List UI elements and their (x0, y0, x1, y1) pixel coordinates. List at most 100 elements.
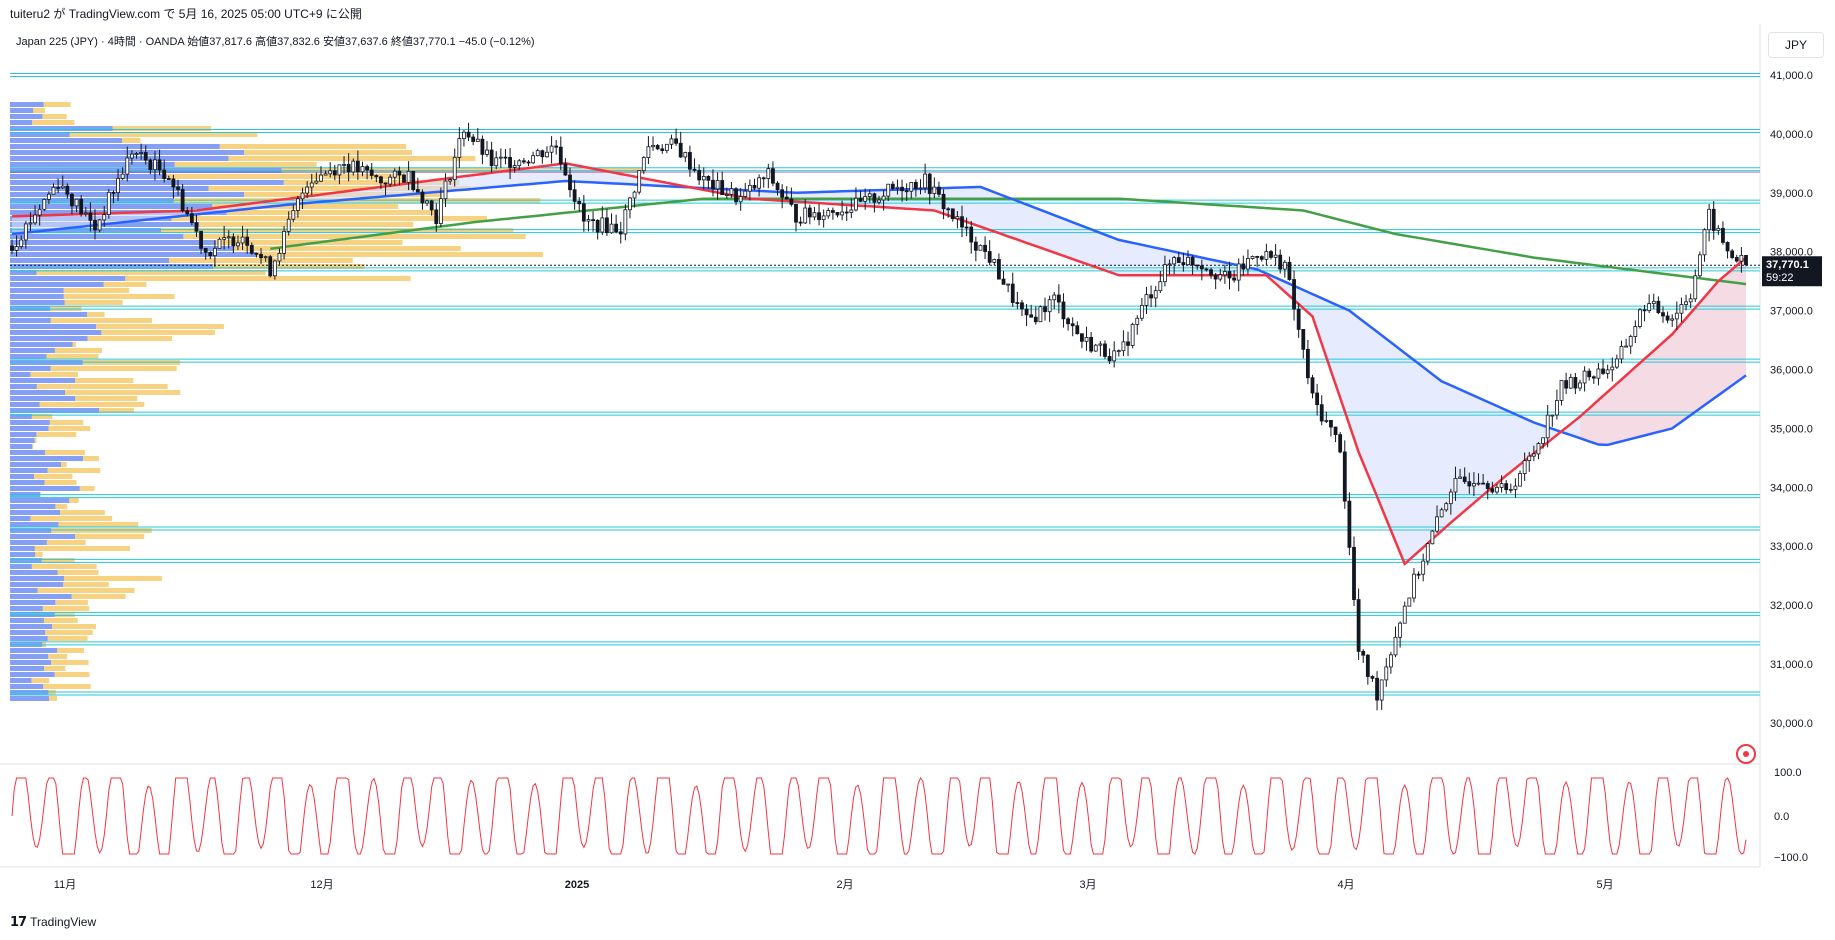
candle-body (1033, 316, 1038, 323)
volume-profile-bar-down (65, 390, 181, 395)
candle-body (116, 178, 120, 193)
volume-profile-bar-up (10, 366, 51, 371)
candle-body (1167, 263, 1172, 266)
candle-body (1301, 329, 1306, 350)
volume-profile-bar-up (10, 384, 37, 389)
candle-body (895, 186, 900, 189)
candle-body (1573, 377, 1578, 389)
candle-body (1504, 483, 1509, 491)
price-axis-label: 32,000.0 (1770, 600, 1813, 612)
volume-profile-bar-up (10, 342, 73, 347)
volume-profile-bar-up (10, 660, 52, 665)
candle-body (969, 226, 974, 243)
volume-profile-bar-up (10, 156, 229, 161)
candle-body (328, 170, 333, 175)
volume-profile-bar-down (36, 270, 266, 275)
horizontal-levels[interactable] (10, 73, 1760, 696)
candle-body (531, 155, 536, 164)
volume-profile-bar-down (83, 456, 99, 461)
candle-body (176, 186, 180, 190)
volume-profile-bar-up (10, 552, 36, 557)
candle-body (1711, 208, 1716, 231)
volume-profile-bar-down (125, 276, 411, 281)
currency-selector[interactable]: JPY (1768, 32, 1824, 58)
candle-body (1232, 277, 1237, 281)
volume-profile-bar-up (10, 468, 48, 473)
candle-body (563, 163, 568, 176)
footer-brand[interactable]: 𝟭𝟳 TradingView (10, 914, 96, 930)
volume-profile-bar-down (75, 378, 134, 383)
candle-body (512, 165, 517, 168)
candle-body (268, 256, 273, 277)
candle-body (798, 221, 803, 224)
volume-profile-bar-up (10, 522, 59, 527)
volume-profile-bar-down (54, 612, 75, 617)
candle-body (70, 193, 74, 207)
volume-profile-bar-down (57, 570, 99, 575)
candle-body (1448, 491, 1453, 505)
candle-body (1361, 650, 1366, 656)
symbol-name[interactable]: Japan 225 (JPY) · 4時間 · OANDA (16, 36, 185, 48)
candle-body (1181, 262, 1186, 266)
candle-body (807, 207, 812, 218)
candle-body (706, 176, 711, 181)
candle-body (641, 157, 646, 171)
candle-body (1135, 317, 1140, 325)
time-axis-label: 11月 (54, 879, 76, 891)
candle-body (1541, 437, 1545, 444)
candle-body (771, 168, 775, 184)
price-chart[interactable]: 41,000.0 40,000.0 39,000.0 38,000.0 37,000.0… (0, 0, 1835, 905)
volume-profile-bar-up (10, 390, 66, 395)
candle-body (1222, 271, 1227, 276)
volume-profile-bar-up (10, 396, 76, 401)
volume-profile-bar-up (10, 534, 76, 539)
candle-body (757, 177, 761, 189)
candle-body (1398, 622, 1403, 638)
candle-body (503, 156, 508, 159)
candle-body (1508, 488, 1513, 491)
scroll-to-realtime-icon[interactable] (1736, 744, 1756, 764)
candle-body (1213, 274, 1218, 280)
candle-body (134, 153, 139, 155)
candle-body (402, 174, 406, 183)
candle-body (88, 212, 93, 221)
volume-profile-bar-up (10, 354, 47, 359)
price-pane[interactable] (0, 24, 1760, 764)
candle-body (1070, 323, 1075, 327)
candle-body (309, 182, 314, 188)
candle-body (1259, 256, 1264, 260)
candle-body (1333, 426, 1338, 436)
volume-profile-bar-down (31, 414, 53, 419)
candle-body (60, 185, 65, 189)
candle-body (1435, 516, 1439, 532)
candle-body (1536, 443, 1541, 455)
volume-profile-bar-up (10, 378, 76, 383)
volume-profile-bar-up (10, 570, 58, 575)
candle-body (185, 210, 190, 215)
candle-body (909, 182, 914, 192)
candle-body (143, 152, 148, 161)
candle-body (937, 186, 941, 195)
candle-body (1490, 488, 1495, 493)
candle-body (1430, 530, 1435, 545)
candle-body (545, 151, 549, 158)
oscillator-axis-label: −100.0 (1774, 852, 1808, 864)
volume-profile-bar-down (43, 618, 78, 623)
candle-body (734, 188, 738, 203)
volume-profile-bar-up (10, 636, 48, 641)
candle-body (854, 197, 858, 211)
volume-profile-bar-down (49, 420, 84, 425)
candle-body (1527, 455, 1532, 461)
candle-body (1052, 294, 1057, 301)
candle-body (674, 138, 678, 144)
candle-body (346, 164, 351, 173)
candle-body (452, 156, 457, 181)
candle-body (1416, 573, 1421, 576)
volume-profile-bar-up (10, 114, 43, 119)
volume-profile-bar-up (10, 450, 46, 455)
candle-body (863, 196, 868, 202)
price-axis-label: 31,000.0 (1770, 659, 1813, 671)
candle-body (369, 169, 374, 176)
candle-body (821, 215, 826, 221)
volume-profile-bar-down (60, 510, 105, 515)
